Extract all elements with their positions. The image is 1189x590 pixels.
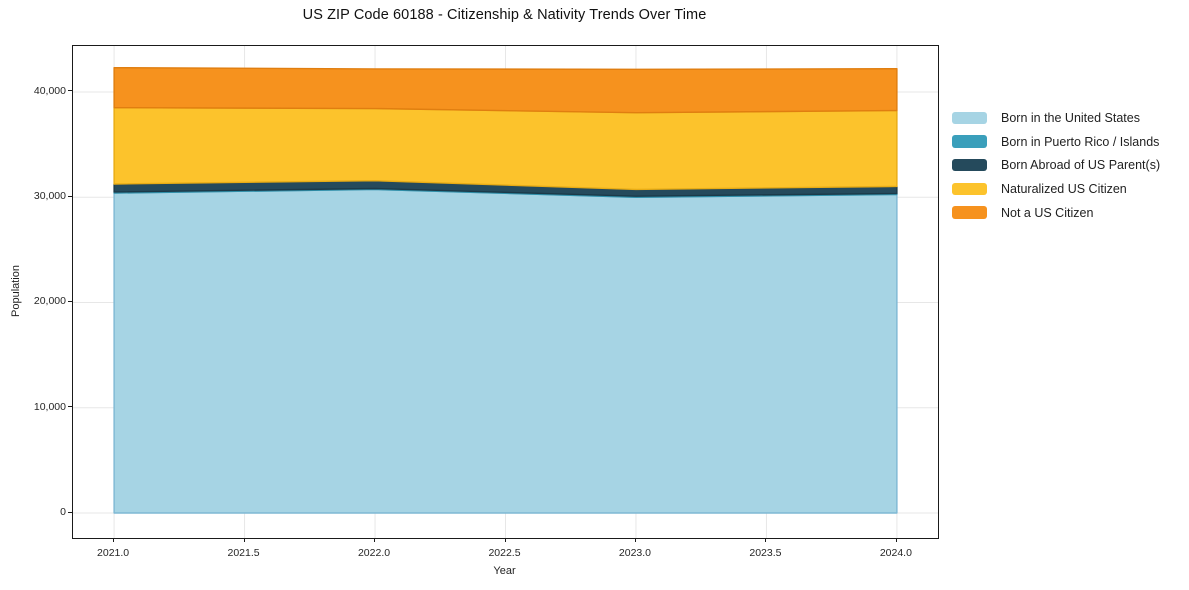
x-tick-label: 2022.5: [488, 547, 521, 559]
y-axis-title: Population: [10, 265, 22, 317]
x-tick-mark: [895, 538, 897, 542]
area-not-a-us-citizen: [113, 66, 898, 114]
legend: Born in the United States Born in Puerto …: [952, 106, 1160, 224]
legend-item: Naturalized US Citizen: [952, 177, 1160, 201]
x-tick-mark: [374, 538, 376, 542]
y-tick-mark: [68, 406, 72, 408]
legend-swatch-icon: [952, 158, 987, 172]
legend-item: Not a US Citizen: [952, 201, 1160, 225]
legend-label: Not a US Citizen: [1001, 205, 1094, 220]
x-tick-label: 2023.5: [749, 547, 782, 559]
x-tick-mark: [634, 538, 636, 542]
y-tick-label: 0: [60, 506, 66, 518]
x-tick-label: 2024.0: [879, 547, 912, 559]
x-tick-label: 2021.0: [97, 547, 130, 559]
area-born-in-the-united-states: [113, 188, 898, 514]
y-tick-mark: [68, 300, 72, 302]
legend-item: Born in Puerto Rico / Islands: [952, 130, 1160, 154]
x-tick-mark: [504, 538, 506, 542]
x-tick-mark: [113, 538, 115, 542]
y-tick-label: 40,000: [33, 84, 66, 97]
legend-label: Born Abroad of US Parent(s): [1001, 158, 1161, 173]
legend-item: Born in the United States: [952, 106, 1160, 130]
x-tick-label: 2022.0: [357, 547, 391, 559]
y-tick-mark: [68, 511, 72, 513]
legend-label: Born in Puerto Rico / Islands: [1001, 134, 1160, 149]
x-tick-mark: [765, 538, 767, 542]
y-tick-label: 20,000: [33, 295, 66, 308]
y-tick-label: 30,000: [33, 190, 66, 203]
legend-swatch-icon: [952, 206, 987, 219]
plot-area: [72, 45, 939, 539]
legend-swatch-icon: [952, 135, 987, 148]
y-tick-mark: [68, 195, 72, 197]
legend-label: Naturalized US Citizen: [1001, 181, 1127, 196]
area-naturalized-us-citizen: [113, 106, 898, 191]
x-tick-label: 2021.5: [227, 547, 260, 559]
legend-swatch-icon: [952, 182, 987, 196]
x-axis-title: Year: [493, 565, 516, 577]
y-tick-label: 10,000: [33, 400, 66, 413]
x-tick-mark: [243, 538, 245, 542]
chart-title: US ZIP Code 60188 - Citizenship & Nativi…: [302, 7, 707, 23]
legend-swatch-icon: [952, 111, 987, 125]
legend-label: Born in the United States: [1001, 110, 1140, 125]
x-tick-label: 2023.0: [618, 547, 652, 559]
stacked-area-plot: [73, 46, 938, 538]
legend-item: Born Abroad of US Parent(s): [952, 153, 1160, 177]
y-tick-mark: [68, 90, 72, 92]
